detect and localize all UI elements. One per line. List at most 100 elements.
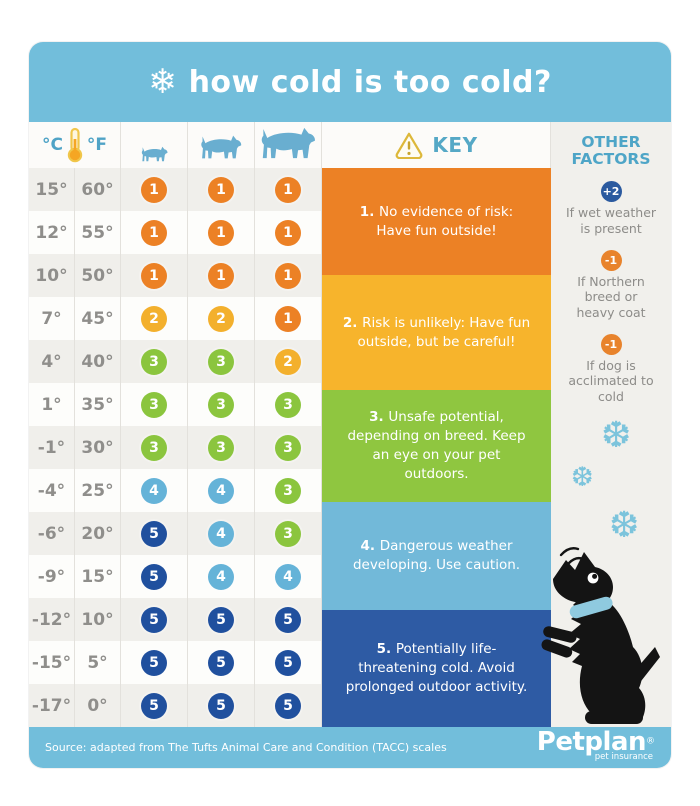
key-text: 2. Risk is unlikely: Have fun outside, b… — [342, 314, 531, 350]
risk-level-badge: 3 — [208, 391, 234, 418]
key-text: 5. Potentially life-threatening cold. Av… — [345, 641, 528, 695]
table-row: -12° 10° 5 5 5 — [29, 598, 322, 641]
scottie-dog-illustration — [541, 547, 660, 724]
snowflake-icon: ❄ — [148, 62, 177, 102]
medium-dog-risk-cell: 4 — [188, 469, 255, 512]
key-number: 5. — [376, 641, 396, 658]
fahrenheit-value: 15° — [75, 555, 121, 598]
risk-level-badge: 4 — [208, 477, 234, 504]
celsius-label: °C — [41, 135, 63, 155]
small-dog-risk-cell: 5 — [121, 598, 188, 641]
medium-dog-risk-cell: 5 — [188, 598, 255, 641]
risk-level-badge: 1 — [208, 176, 234, 203]
large-dog-risk-cell: 3 — [255, 426, 322, 469]
thermometer-icon — [67, 127, 83, 163]
risk-level-badge: 5 — [141, 606, 167, 633]
large-dog-risk-cell: 5 — [255, 684, 322, 727]
large-dog-risk-cell: 4 — [255, 555, 322, 598]
key-block-1: 1. No evidence of risk: Have fun outside… — [322, 168, 551, 275]
small-dog-risk-cell: 2 — [121, 297, 188, 340]
medium-dog-risk-cell: 5 — [188, 641, 255, 684]
table-row: 4° 40° 3 3 2 — [29, 340, 322, 383]
fahrenheit-value: 55° — [75, 211, 121, 254]
table-row: -17° 0° 5 5 5 — [29, 684, 322, 727]
table-row: 1° 35° 3 3 3 — [29, 383, 322, 426]
main-area: °C °F — [29, 122, 671, 727]
risk-level-badge: 5 — [141, 692, 167, 719]
medium-dog-risk-cell: 3 — [188, 340, 255, 383]
large-dog-risk-cell: 5 — [255, 598, 322, 641]
large-dog-risk-cell: 3 — [255, 512, 322, 555]
risk-level-badge: 3 — [208, 348, 234, 375]
medium-dog-risk-cell: 3 — [188, 426, 255, 469]
key-text: 1. No evidence of risk: Have fun outside… — [359, 203, 514, 239]
large-dog-risk-cell: 1 — [255, 297, 322, 340]
key-number: 4. — [360, 538, 380, 555]
celsius-value: -9° — [29, 555, 75, 598]
temperature-rows: 15° 60° 1 1 1 12° 55° 1 1 1 10° 50° 1 1 1 7° 45° 2 2 1 4° 40°… — [29, 168, 322, 727]
risk-level-badge: 2 — [275, 348, 301, 375]
small-dog-risk-cell: 5 — [121, 684, 188, 727]
other-factors-list: +2 If wet weather is present -1 If Northern… — [551, 181, 671, 404]
risk-level-badge: 1 — [208, 262, 234, 289]
medium-dog-risk-cell: 1 — [188, 168, 255, 211]
risk-level-badge: 3 — [275, 477, 301, 504]
risk-level-badge: 2 — [208, 305, 234, 332]
risk-level-badge: 3 — [275, 391, 301, 418]
brand-name: Petplan — [536, 727, 647, 758]
celsius-value: 12° — [29, 211, 75, 254]
key-header: KEY — [322, 122, 551, 168]
celsius-value: 1° — [29, 383, 75, 426]
page-title: how cold is too cold? — [188, 64, 552, 100]
factor-item: -1 If Northern breed or heavy coat — [551, 249, 671, 321]
factor-item: -1 If dog is acclimated to cold — [551, 333, 671, 405]
warning-icon — [396, 132, 423, 159]
large-dog-risk-cell: 1 — [255, 168, 322, 211]
risk-level-badge: 3 — [275, 434, 301, 461]
table-row: -6° 20° 5 4 3 — [29, 512, 322, 555]
risk-level-badge: 5 — [141, 563, 167, 590]
table-row: 10° 50° 1 1 1 — [29, 254, 322, 297]
header-bar: ❄ how cold is too cold? — [29, 42, 671, 122]
source-text: Source: adapted from The Tufts Animal Ca… — [45, 741, 447, 754]
medium-dog-risk-cell: 2 — [188, 297, 255, 340]
risk-level-badge: 3 — [141, 348, 167, 375]
table-row: 12° 55° 1 1 1 — [29, 211, 322, 254]
celsius-value: -12° — [29, 598, 75, 641]
medium-dog-risk-cell: 4 — [188, 555, 255, 598]
factor-label: If Northern breed or heavy coat — [576, 273, 646, 320]
fahrenheit-value: 20° — [75, 512, 121, 555]
risk-level-badge: 1 — [275, 219, 301, 246]
large-dog-risk-cell: 1 — [255, 211, 322, 254]
brand-subtitle: pet insurance — [594, 752, 653, 763]
key-block-4: 4. Dangerous weather developing. Use cau… — [322, 502, 551, 610]
small-dog-risk-cell: 3 — [121, 383, 188, 426]
large-dog-risk-cell: 3 — [255, 469, 322, 512]
large-dog-risk-cell: 2 — [255, 340, 322, 383]
small-dog-risk-cell: 5 — [121, 641, 188, 684]
small-dog-risk-cell: 1 — [121, 254, 188, 297]
risk-level-badge: 1 — [141, 262, 167, 289]
table-row: -1° 30° 3 3 3 — [29, 426, 322, 469]
fahrenheit-value: 10° — [75, 598, 121, 641]
medium-dog-risk-cell: 4 — [188, 512, 255, 555]
risk-level-badge: 3 — [141, 391, 167, 418]
risk-level-badge: 4 — [141, 477, 167, 504]
large-dog-risk-cell: 5 — [255, 641, 322, 684]
snowflake-icon: ❆ — [609, 505, 640, 546]
risk-level-badge: 5 — [141, 520, 167, 547]
fahrenheit-value: 25° — [75, 469, 121, 512]
key-block-5: 5. Potentially life-threatening cold. Av… — [322, 610, 551, 727]
column-header-row: °C °F — [29, 122, 322, 168]
table-row: 15° 60° 1 1 1 — [29, 168, 322, 211]
celsius-value: -1° — [29, 426, 75, 469]
celsius-value: -15° — [29, 641, 75, 684]
key-number: 1. — [359, 203, 380, 220]
fahrenheit-value: 60° — [75, 168, 121, 211]
small-dog-risk-cell: 5 — [121, 512, 188, 555]
risk-level-badge: 1 — [141, 176, 167, 203]
temperature-table: °C °F — [29, 122, 322, 727]
risk-level-badge: 4 — [208, 520, 234, 547]
other-factors-column: OTHER FACTORS +2 If wet weather is presen… — [541, 122, 671, 727]
risk-level-badge: 3 — [208, 434, 234, 461]
